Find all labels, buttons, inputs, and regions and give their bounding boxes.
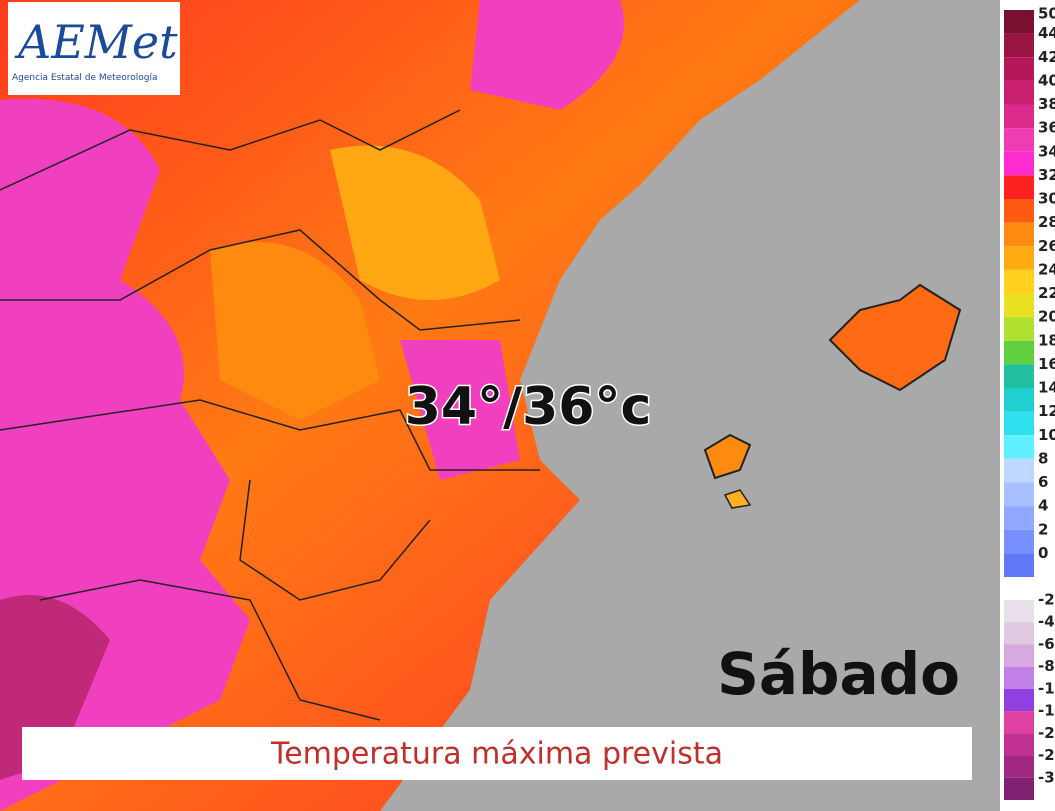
day-label: Sábado: [717, 640, 960, 708]
forecast-label: 34°/36°c: [405, 377, 652, 437]
legend-label: 16: [1038, 355, 1055, 373]
legend-swatch: [1004, 33, 1034, 58]
legend-label: -2: [1038, 591, 1055, 609]
legend-swatch: [1004, 175, 1034, 199]
legend-swatch: [1004, 435, 1034, 459]
legend-label: 4: [1038, 497, 1048, 515]
legend-label: 38: [1038, 95, 1055, 113]
legend-swatch: [1004, 411, 1034, 436]
logo-name: AEMet: [14, 15, 178, 69]
legend-swatch: [1004, 246, 1034, 270]
legend-label: -4: [1038, 613, 1055, 631]
legend-label: 8: [1038, 449, 1048, 467]
legend-swatch: [1004, 317, 1034, 341]
hot-region: [400, 340, 520, 480]
legend-label: 42: [1038, 48, 1055, 66]
legend-swatch: [1004, 222, 1034, 247]
legend-swatch: [1004, 458, 1034, 483]
legend-swatch: [1004, 553, 1034, 577]
legend-swatch: [1004, 340, 1034, 365]
warm-region: [210, 241, 380, 420]
borders: [0, 109, 540, 721]
legend-swatch: [1004, 128, 1034, 152]
warm-region: [330, 145, 500, 300]
legend-label: -6: [1038, 635, 1055, 653]
caption: Temperatura máxima prevista: [270, 737, 723, 772]
legend-label: 18: [1038, 331, 1055, 349]
hot-region: [470, 0, 624, 110]
legend-swatch: [1004, 777, 1034, 800]
legend-swatch: [1004, 600, 1034, 623]
legend-label: 44: [1038, 24, 1055, 42]
legend-label: 32: [1038, 166, 1055, 184]
legend-swatch: [1004, 482, 1034, 507]
legend-swatch: [1004, 506, 1034, 530]
legend-label: -8: [1038, 657, 1055, 675]
legend-label: 20: [1038, 308, 1055, 326]
legend-label: 0: [1038, 544, 1048, 562]
legend-label: -2: [1038, 746, 1055, 764]
island: [703, 433, 752, 480]
legend-label: -1: [1038, 702, 1055, 720]
legend-swatch: [1004, 733, 1034, 756]
legend-swatch: [1004, 104, 1034, 129]
legend-label: 10: [1038, 426, 1055, 444]
legend-label: -1: [1038, 679, 1055, 697]
legend-label: 40: [1038, 71, 1055, 89]
legend-swatch: [1004, 199, 1034, 223]
legend-swatch: [1004, 755, 1034, 778]
island: [723, 489, 752, 509]
legend-swatch: [1004, 269, 1034, 294]
legend-label: 50: [1038, 5, 1055, 23]
legend-swatch: [1004, 622, 1034, 645]
logo-agency: Agencia Estatal de Meteorología: [12, 73, 158, 83]
legend-swatch: [1004, 364, 1034, 388]
legend-swatch: [1004, 10, 1034, 34]
legend-label: 26: [1038, 237, 1055, 255]
legend-swatch: [1004, 151, 1034, 176]
legend-label: 22: [1038, 284, 1055, 302]
legend-swatch: [1004, 711, 1034, 734]
legend-swatch: [1004, 644, 1034, 667]
legend-label: 34: [1038, 142, 1055, 160]
logo-box: [8, 2, 180, 95]
island: [828, 283, 962, 392]
legend-swatch: [1004, 666, 1034, 689]
legend-swatch: [1004, 57, 1034, 81]
legend-swatch: [1004, 529, 1034, 554]
caption-box: [22, 727, 972, 780]
legend-label: 12: [1038, 402, 1055, 420]
legend-label: 6: [1038, 473, 1048, 491]
legend-label: 36: [1038, 119, 1055, 137]
legend-swatch: [1004, 80, 1034, 105]
legend-swatch: [1004, 388, 1034, 412]
legend-swatch: [1004, 293, 1034, 318]
legend-label: 2: [1038, 520, 1048, 538]
legend-label: 24: [1038, 260, 1055, 278]
sea: [380, 0, 1000, 811]
legend-label: 28: [1038, 213, 1055, 231]
legend-label: -3: [1038, 768, 1055, 786]
legend-swatch: [1004, 688, 1034, 712]
legend-label: 30: [1038, 190, 1055, 208]
legend-label: -2: [1038, 724, 1055, 742]
legend-label: 14: [1038, 379, 1055, 397]
